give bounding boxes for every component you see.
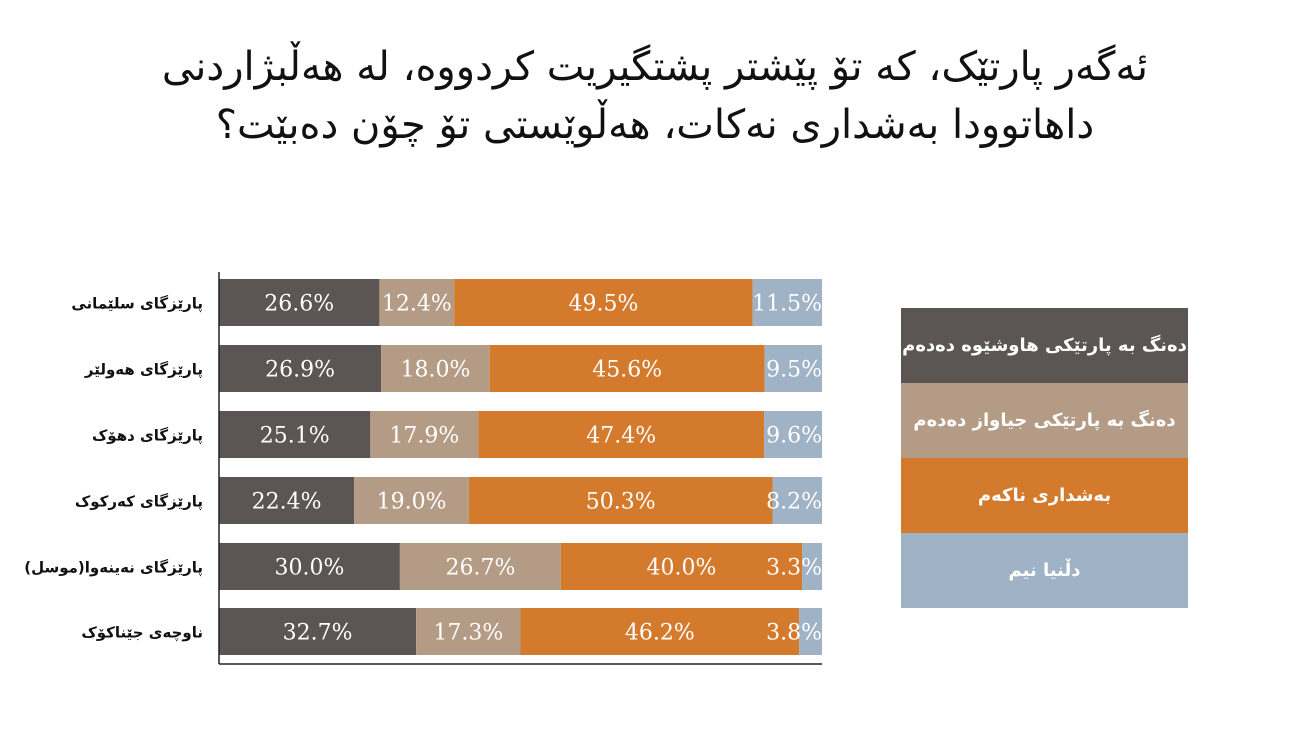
bar-segment [454,279,753,326]
data-label: 12.4% [382,292,452,317]
data-label: 26.9% [265,358,335,383]
data-label: 22.4% [252,490,322,515]
data-label: 3.3% [766,556,822,581]
data-label: 18.0% [401,358,471,383]
data-label: 30.0% [275,556,345,581]
category-label: پارێزگای نەینەوا(موسل) [24,559,203,578]
data-label: 47.4% [586,424,656,449]
category-label: پارێزگای سلێمانی [71,295,203,314]
chart-title: ئەگەر پارتێک، کە تۆ پێشتر پشتگیریت کردوو… [60,38,1250,154]
bar-segment [802,543,822,590]
chart-title-line-1: ئەگەر پارتێک، کە تۆ پێشتر پشتگیریت کردوو… [161,44,1149,90]
bar-segment [379,279,455,326]
chart-legend: دەنگ بە پارتێکی هاوشێوە دەدەم دەنگ بە پار… [901,308,1188,608]
bar-segment [752,279,822,326]
data-label: 3.8% [766,621,822,646]
category-label: ناوچەی جێناکۆک [81,624,203,643]
bar-segment [219,279,380,326]
category-label: پارێزگای دهۆک [92,427,203,446]
data-label: 26.6% [264,292,334,317]
bar-segment [399,543,561,590]
data-label: 9.6% [766,424,822,449]
bar-segment [520,608,800,655]
bar-segment [381,345,490,392]
bar-segment [468,477,773,524]
data-label: 50.3% [586,490,656,515]
bar-segment [370,411,479,458]
bar-segment [764,411,822,458]
legend-item: بەشداری ناکەم [901,458,1188,533]
bar-segment [489,345,765,392]
data-label: 8.2% [766,490,822,515]
bar-segment [799,608,822,655]
chart-title-line-2: داهاتوودا بەشداری نەکات، هەڵوێستی تۆ چۆن… [215,102,1095,148]
bar-segment [219,345,382,392]
data-label: 17.9% [389,424,459,449]
bar-segment [219,477,355,524]
data-label: 9.5% [766,358,822,383]
bar-segment [416,608,521,655]
bar-segment [219,608,417,655]
bar-segment [560,543,803,590]
category-label: پارێزگای هەولێر [84,361,203,380]
data-label: 49.5% [568,292,638,317]
legend-item: دەنگ بە پارتێکی هاوشێوە دەدەم [901,308,1188,383]
data-label: 25.1% [260,424,330,449]
category-label: پارێزگای کەرکوک [75,493,203,512]
bar-segment [354,477,469,524]
data-label: 46.2% [625,621,695,646]
data-label: 19.0% [377,490,447,515]
data-label: 32.7% [283,621,353,646]
data-label: 40.0% [647,556,717,581]
data-label: 45.6% [592,358,662,383]
bar-segment [764,345,823,392]
bar-segment [478,411,765,458]
legend-item: دڵنیا نیم [901,533,1188,608]
bar-segment [772,477,822,524]
bar-segment [219,411,371,458]
data-label: 11.5% [752,292,822,317]
bar-segment [219,543,400,590]
legend-item: دەنگ بە پارتێکی جیاواز دەدەم [901,383,1188,458]
data-label: 17.3% [433,621,503,646]
data-label: 26.7% [445,556,515,581]
